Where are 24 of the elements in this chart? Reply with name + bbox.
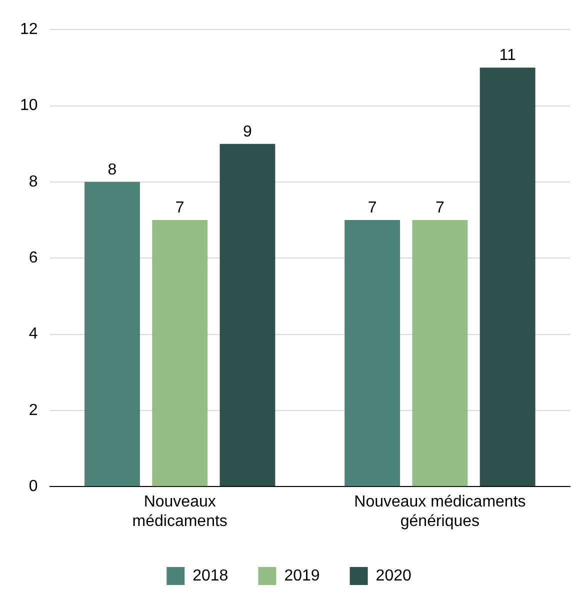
y-tick-label: 0 bbox=[28, 478, 38, 496]
data-label: 11 bbox=[499, 47, 516, 64]
y-tick-label: 12 bbox=[20, 21, 38, 38]
legend-label: 2019 bbox=[284, 567, 320, 584]
data-label: 7 bbox=[175, 199, 184, 216]
bar bbox=[480, 68, 536, 486]
y-tick-label: 4 bbox=[28, 326, 38, 343]
y-tick-label: 10 bbox=[20, 97, 38, 114]
legend-label: 2018 bbox=[192, 567, 228, 584]
x-tick-label: Nouveaux médicaments bbox=[132, 494, 228, 530]
bar bbox=[344, 220, 400, 486]
data-label: 7 bbox=[368, 199, 377, 216]
bar bbox=[152, 220, 208, 486]
data-label: 7 bbox=[435, 199, 444, 216]
bar bbox=[412, 220, 468, 486]
bar bbox=[84, 182, 140, 486]
y-tick-label: 6 bbox=[28, 250, 38, 267]
legend-label: 2020 bbox=[376, 567, 412, 584]
y-tick-label: 2 bbox=[28, 402, 38, 419]
bar bbox=[220, 144, 276, 486]
y-tick-label: 8 bbox=[28, 173, 38, 190]
data-label: 9 bbox=[243, 123, 252, 140]
x-tick-label: Nouveaux médicaments génériques bbox=[354, 494, 526, 530]
data-label: 8 bbox=[108, 161, 117, 178]
